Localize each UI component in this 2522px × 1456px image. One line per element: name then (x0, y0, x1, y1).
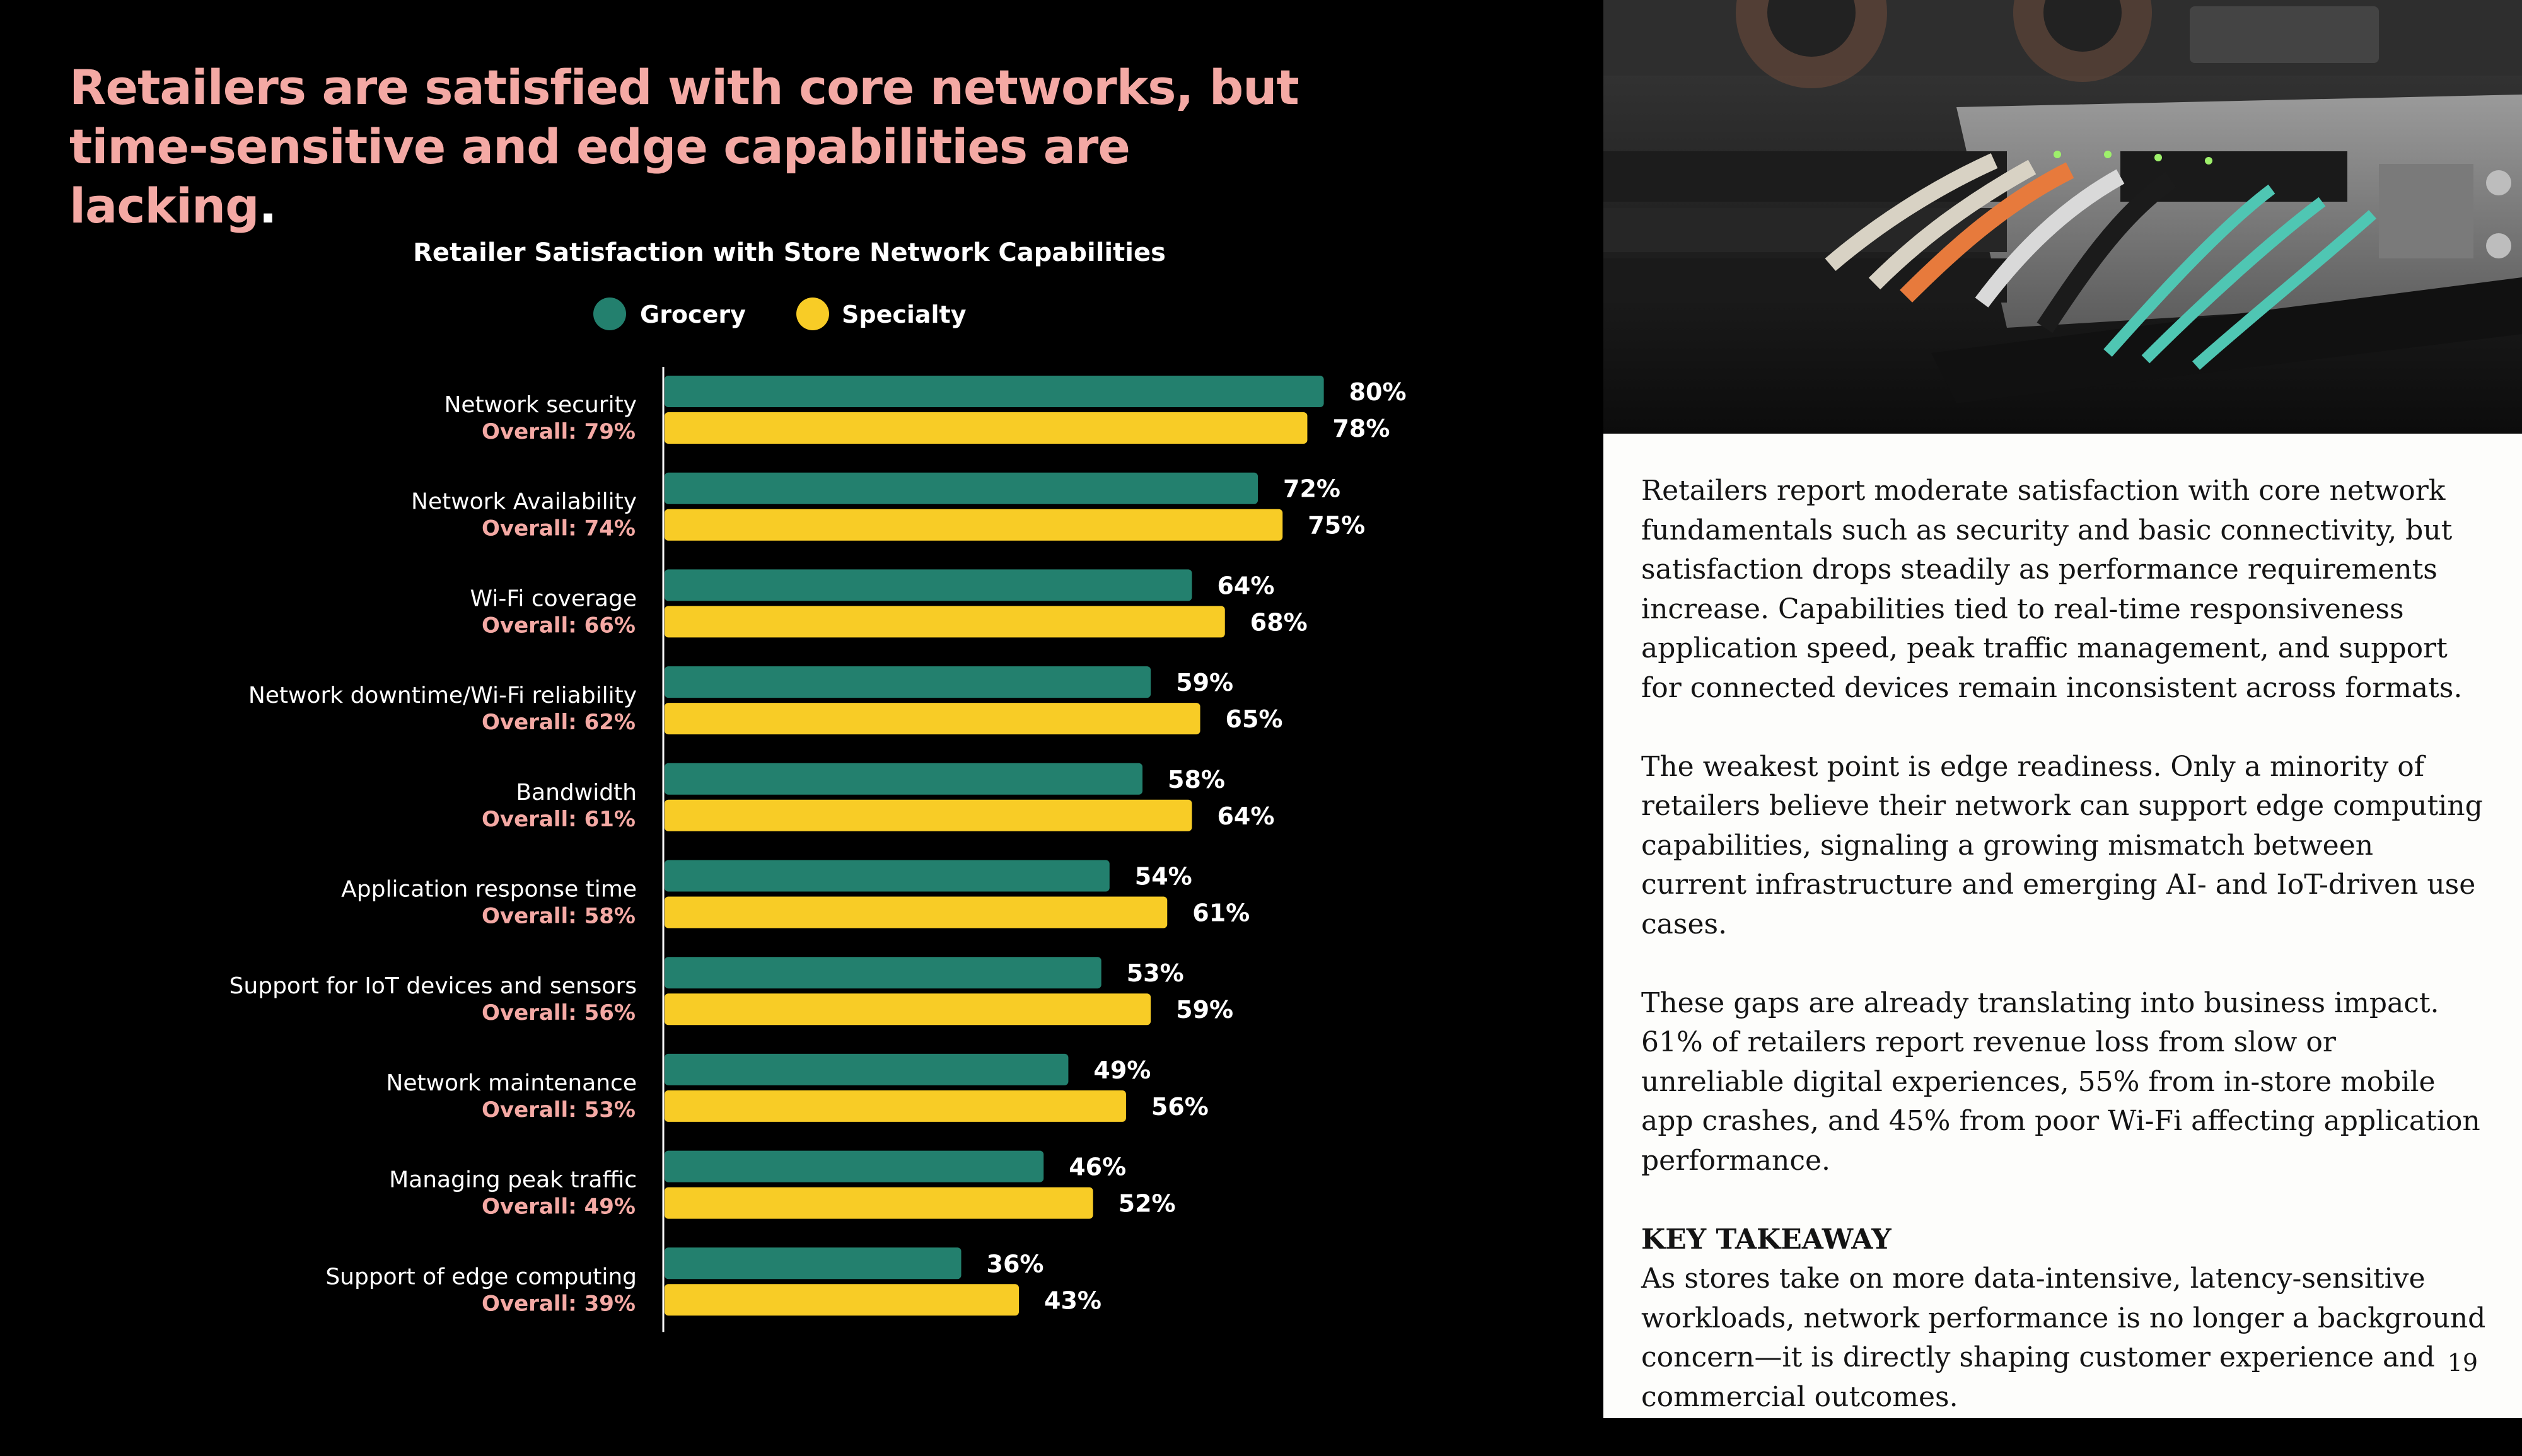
data-label-grocery: 72% (1283, 475, 1340, 503)
bar-grocery (665, 1247, 962, 1280)
category-label: Network maintenance (386, 1070, 637, 1096)
bar-grocery (665, 666, 1151, 698)
legend-swatch-grocery (593, 298, 626, 330)
bar-grocery (665, 957, 1101, 989)
overall-label: Overall: 66% (482, 613, 636, 638)
overall-label: Overall: 39% (482, 1291, 636, 1316)
data-label-grocery: 53% (1127, 959, 1184, 987)
data-label-specialty: 68% (1250, 608, 1308, 636)
bar-grocery (665, 472, 1258, 504)
overall-label: Overall: 79% (482, 419, 636, 444)
data-label-specialty: 56% (1151, 1093, 1209, 1121)
data-label-grocery: 59% (1176, 669, 1233, 696)
category-label: Network downtime/Wi-Fi reliability (248, 683, 637, 708)
paragraph-1: Retailers report moderate satisfaction w… (1641, 475, 2463, 704)
category-label: Network Availability (411, 489, 637, 515)
chart-title: Retailer Satisfaction with Store Network… (413, 238, 1166, 267)
body-text: Retailers report moderate satisfaction w… (1641, 471, 2486, 1456)
bar-specialty (665, 1090, 1126, 1122)
data-label-grocery: 80% (1349, 378, 1407, 406)
data-label-specialty: 65% (1226, 705, 1283, 733)
page-number: 19 (2447, 1349, 2478, 1377)
bar-grocery (665, 1053, 1069, 1085)
data-label-grocery: 58% (1168, 766, 1225, 794)
overall-label: Overall: 49% (482, 1194, 636, 1220)
data-label-grocery: 49% (1093, 1056, 1151, 1084)
data-label-grocery: 46% (1069, 1153, 1126, 1181)
bar-specialty (665, 703, 1200, 735)
legend-swatch-specialty (796, 298, 829, 330)
overall-label: Overall: 58% (482, 904, 636, 929)
category-label: Wi-Fi coverage (470, 586, 637, 611)
paragraph-2: The weakest point is edge readiness. Onl… (1641, 750, 2483, 940)
bar-specialty (665, 1284, 1020, 1316)
bar-grocery (665, 763, 1143, 795)
overall-label: Overall: 53% (482, 1097, 636, 1123)
data-label-specialty: 52% (1119, 1190, 1176, 1218)
overall-label: Overall: 74% (482, 516, 636, 541)
data-label-grocery: 36% (987, 1250, 1044, 1278)
bar-grocery (665, 376, 1324, 407)
data-label-specialty: 59% (1176, 996, 1233, 1024)
data-label-specialty: 64% (1217, 802, 1274, 830)
data-label-specialty: 75% (1308, 512, 1365, 540)
category-label: Application response time (341, 877, 637, 903)
overall-label: Overall: 62% (482, 710, 636, 735)
paragraph-3: These gaps are already translating into … (1641, 986, 2480, 1177)
data-label-specialty: 43% (1044, 1286, 1101, 1314)
category-label: Network security (445, 392, 637, 418)
bar-grocery (665, 860, 1110, 892)
right-panel: Retailers report moderate satisfaction w… (1603, 0, 2522, 1418)
legend-label-specialty: Specialty (842, 301, 967, 328)
bar-specialty (665, 509, 1283, 541)
data-label-specialty: 61% (1192, 899, 1250, 927)
takeaway-text: As stores take on more data-intensive, l… (1641, 1262, 2486, 1413)
bar-specialty (665, 896, 1168, 928)
bar-grocery (665, 569, 1192, 601)
network-switch-photo (1603, 0, 2522, 434)
category-label: Support of edge computing (325, 1264, 637, 1290)
category-label: Bandwidth (516, 780, 637, 806)
legend-label-grocery: Grocery (640, 301, 746, 328)
bar-specialty (665, 799, 1192, 831)
bar-specialty (665, 606, 1225, 638)
category-label: Managing peak traffic (389, 1167, 637, 1193)
bar-specialty (665, 993, 1151, 1026)
bar-specialty (665, 1187, 1093, 1219)
category-label: Support for IoT devices and sensors (230, 973, 637, 999)
overall-label: Overall: 61% (482, 807, 636, 832)
data-label-grocery: 54% (1135, 863, 1192, 891)
bar-grocery (665, 1150, 1044, 1182)
data-label-specialty: 78% (1332, 415, 1390, 442)
page-headline: Retailers are satisfied with core networ… (69, 59, 1299, 234)
bar-chart: Retailer Satisfaction with Store Network… (230, 238, 1407, 1332)
left-panel: Retailers are satisfied with core networ… (69, 59, 1407, 1332)
takeaway-heading: KEY TAKEAWAY (1641, 1223, 1891, 1256)
overall-label: Overall: 56% (482, 1000, 636, 1026)
bar-specialty (665, 412, 1308, 444)
data-label-grocery: 64% (1217, 572, 1274, 599)
